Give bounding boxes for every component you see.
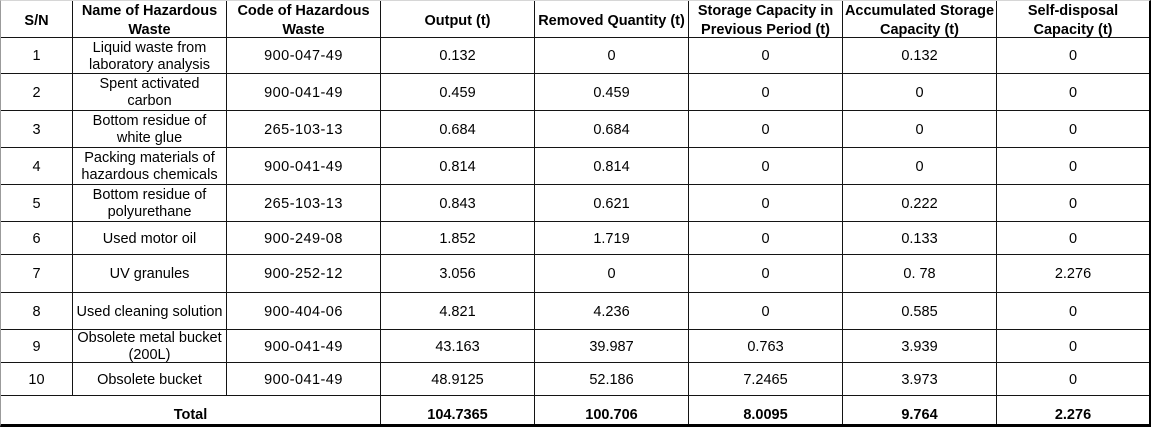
cell-row6-storage-prev: 0 <box>689 222 843 255</box>
cell-row6-self-disposal: 0 <box>997 222 1149 255</box>
cell-row10-accumulated: 3.973 <box>843 363 997 396</box>
cell-row1-removed: 0 <box>535 38 689 74</box>
cell-row9-self-disposal: 0 <box>997 330 1149 363</box>
cell-row8-sn: 8 <box>1 293 73 330</box>
cell-row10-self-disposal: 0 <box>997 363 1149 396</box>
cell-row7-self-disposal: 2.276 <box>997 255 1149 293</box>
total-label-cell: Total <box>1 396 381 424</box>
cell-row3-code: 265-103-13 <box>227 111 381 148</box>
cell-row2-removed: 0.459 <box>535 74 689 111</box>
cell-row10-code: 900-041-49 <box>227 363 381 396</box>
cell-row9-storage-prev: 0.763 <box>689 330 843 363</box>
cell-row1-storage-prev: 0 <box>689 38 843 74</box>
cell-row7-sn: 7 <box>1 255 73 293</box>
cell-row5-name: Bottom residue of polyurethane <box>73 185 227 222</box>
cell-row8-self-disposal: 0 <box>997 293 1149 330</box>
cell-row5-sn: 5 <box>1 185 73 222</box>
cell-row9-code: 900-041-49 <box>227 330 381 363</box>
total-cell-self-disposal: 2.276 <box>1054 407 1092 423</box>
cell-row9-sn: 9 <box>1 330 73 363</box>
cell-row2-output: 0.459 <box>381 74 535 111</box>
cell-row4-self-disposal: 0 <box>997 148 1149 185</box>
cell-row6-sn: 6 <box>1 222 73 255</box>
cell-row6-removed: 1.719 <box>535 222 689 255</box>
header-cell-accumulated: Accumulated Storage Capacity (t) <box>843 1 997 38</box>
cell-row2-accumulated: 0 <box>843 74 997 111</box>
cell-row10-storage-prev: 7.2465 <box>689 363 843 396</box>
cell-row10-sn: 10 <box>1 363 73 396</box>
cell-row1-accumulated: 0.132 <box>843 38 997 74</box>
cell-row5-self-disposal: 0 <box>997 185 1149 222</box>
cell-row6-name: Used motor oil <box>73 222 227 255</box>
total-cell-output: 104.7365 <box>381 396 535 424</box>
cell-row10-name: Obsolete bucket <box>73 363 227 396</box>
total-cell-storage-prev: 8.0095 <box>689 396 843 424</box>
cell-row9-name: Obsolete metal bucket (200L) <box>73 330 227 363</box>
cell-row5-accumulated: 0.222 <box>843 185 997 222</box>
cell-row1-code: 900-047-49 <box>227 38 381 74</box>
cell-row7-output: 3.056 <box>381 255 535 293</box>
cell-row3-output: 0.684 <box>381 111 535 148</box>
cell-row8-accumulated: 0.585 <box>843 293 997 330</box>
cell-row4-removed: 0.814 <box>535 148 689 185</box>
total-cell-accumulated: 9.764 <box>843 396 997 424</box>
cell-row6-output: 1.852 <box>381 222 535 255</box>
cell-row1-name: Liquid waste from laboratory analysis <box>73 38 227 74</box>
total-cell-removed: 100.706 <box>535 396 689 424</box>
cell-row9-accumulated: 3.939 <box>843 330 997 363</box>
cell-row4-storage-prev: 0 <box>689 148 843 185</box>
cell-row4-name: Packing materials of hazardous chemicals <box>73 148 227 185</box>
cell-row4-output: 0.814 <box>381 148 535 185</box>
cell-row2-name: Spent activated carbon <box>73 74 227 111</box>
cell-row10-removed: 52.186 <box>535 363 689 396</box>
cell-row6-code: 900-249-08 <box>227 222 381 255</box>
cell-row7-code: 900-252-12 <box>227 255 381 293</box>
cell-row9-removed: 39.987 <box>535 330 689 363</box>
header-cell-storage-prev: Storage Capacity in Previous Period (t) <box>689 1 843 38</box>
cell-row1-sn: 1 <box>1 38 73 74</box>
cell-row7-storage-prev: 0 <box>689 255 843 293</box>
header-cell-code: Code of Hazardous Waste <box>227 1 381 38</box>
cell-row3-self-disposal: 0 <box>997 111 1149 148</box>
cell-row5-output: 0.843 <box>381 185 535 222</box>
cell-row1-self-disposal: 0 <box>997 38 1149 74</box>
cell-row8-code: 900-404-06 <box>227 293 381 330</box>
cell-row3-accumulated: 0 <box>843 111 997 148</box>
cell-row8-removed: 4.236 <box>535 293 689 330</box>
cell-row4-sn: 4 <box>1 148 73 185</box>
cell-row3-sn: 3 <box>1 111 73 148</box>
cell-row7-accumulated: 0. 78 <box>843 255 997 293</box>
header-cell-self-disposal: Self-disposal Capacity (t) <box>997 1 1149 38</box>
cell-row3-name: Bottom residue of white glue <box>73 111 227 148</box>
cell-row10-output: 48.9125 <box>381 363 535 396</box>
cell-row8-storage-prev: 0 <box>689 293 843 330</box>
cell-row4-accumulated: 0 <box>843 148 997 185</box>
cell-row2-storage-prev: 0 <box>689 74 843 111</box>
header-cell-name: Name of Hazardous Waste <box>73 1 227 38</box>
cell-row5-storage-prev: 0 <box>689 185 843 222</box>
cell-row8-name: Used cleaning solution <box>73 293 227 330</box>
cell-row5-code: 265-103-13 <box>227 185 381 222</box>
cell-row2-self-disposal: 0 <box>997 74 1149 111</box>
cell-row6-accumulated: 0.133 <box>843 222 997 255</box>
cell-row1-output: 0.132 <box>381 38 535 74</box>
cell-row3-storage-prev: 0 <box>689 111 843 148</box>
header-cell-sn: S/N <box>1 1 73 38</box>
cell-row7-name: UV granules <box>73 255 227 293</box>
cell-row2-code: 900-041-49 <box>227 74 381 111</box>
cell-row2-sn: 2 <box>1 74 73 111</box>
cell-row5-removed: 0.621 <box>535 185 689 222</box>
cell-row3-removed: 0.684 <box>535 111 689 148</box>
cell-row8-output: 4.821 <box>381 293 535 330</box>
cell-row7-removed: 0 <box>535 255 689 293</box>
cell-row9-output: 43.163 <box>381 330 535 363</box>
header-cell-output: Output (t) <box>381 1 535 38</box>
header-cell-removed: Removed Quantity (t) <box>535 1 689 38</box>
cell-row4-code: 900-041-49 <box>227 148 381 185</box>
